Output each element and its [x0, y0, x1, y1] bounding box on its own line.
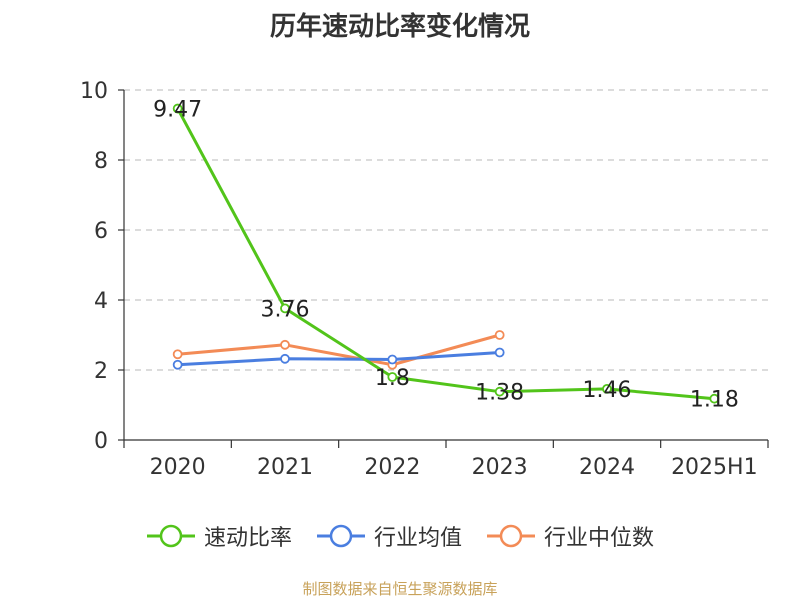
y-tick-label: 4	[94, 289, 108, 314]
source-note: 制图数据来自恒生聚源数据库	[302, 580, 498, 598]
y-tick-label: 2	[94, 359, 108, 384]
axes: 0 2 4 6 8 10 2020 2021 2022 2023 2024 2025H1	[80, 79, 769, 480]
x-tick-label: 2024	[579, 455, 635, 480]
legend-item[interactable]: 行业中位数	[486, 520, 654, 552]
y-tick-label: 8	[94, 149, 108, 174]
y-tick-label: 6	[94, 219, 108, 244]
legend-marker-icon	[316, 524, 365, 548]
data-label: 1.18	[690, 388, 739, 413]
data-point	[172, 103, 183, 114]
data-point	[172, 349, 183, 360]
y-tick-label: 0	[94, 429, 108, 454]
x-tick-label: 2021	[257, 455, 313, 480]
legend-label: 行业中位数	[544, 526, 655, 551]
data-point	[494, 347, 505, 358]
x-tick-label: 2025H1	[671, 455, 758, 480]
series-lines	[172, 103, 720, 404]
legend: 速动比率 行业均值 行业中位数	[0, 520, 800, 552]
chart-title: 历年速动比率变化情况	[269, 12, 530, 42]
data-labels: 9.47 3.76 1.8 1.38 1.46 1.18	[153, 98, 739, 413]
line-chart: 0 2 4 6 8 10 2020 2021 2022 2023 2024 2025H1 9.47 3.…	[80, 79, 769, 480]
data-label: 1.38	[475, 381, 524, 406]
data-point	[280, 303, 290, 314]
legend-label: 行业均值	[373, 526, 462, 551]
series-line	[177, 351, 500, 367]
y-tick-label: 10	[80, 79, 108, 104]
data-point	[494, 330, 505, 340]
data-point	[709, 393, 720, 404]
data-point	[387, 372, 398, 382]
data-point	[172, 359, 183, 370]
series-line	[177, 333, 501, 367]
legend-marker-icon	[487, 524, 535, 548]
data-point	[387, 354, 398, 365]
data-point	[280, 353, 290, 364]
data-point	[280, 339, 290, 350]
legend-item[interactable]: 速动比率	[146, 520, 292, 552]
grid-lines	[124, 89, 768, 371]
x-tick-label: 2022	[364, 455, 420, 480]
legend-marker-icon	[146, 524, 195, 548]
data-point	[602, 383, 612, 394]
data-point	[494, 386, 505, 397]
data-label: 1.8	[375, 366, 410, 391]
legend-label: 速动比率	[203, 526, 292, 551]
x-tick-label: 2020	[150, 455, 206, 480]
x-tick-label: 2023	[472, 455, 528, 480]
data-label: 9.47	[153, 98, 202, 123]
data-label: 1.46	[583, 378, 632, 403]
data-label: 3.76	[261, 297, 310, 322]
series-line	[176, 107, 715, 401]
legend-item[interactable]: 行业均值	[316, 520, 462, 552]
